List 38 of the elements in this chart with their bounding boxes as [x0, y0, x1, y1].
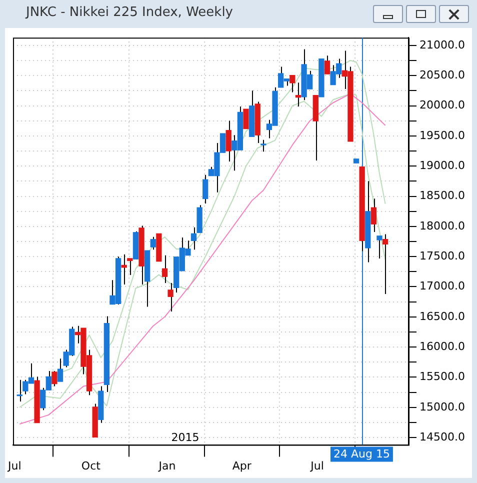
candlestick: [370, 198, 377, 233]
x-tick-label: Apr: [232, 459, 252, 472]
y-tick-label: 19500.0: [420, 128, 466, 142]
y-tick-label: 20500.0: [420, 68, 466, 82]
candlestick: [168, 282, 174, 312]
y-tick-label: 15500.0: [420, 370, 466, 384]
y-tick-label: 16500.0: [420, 310, 466, 323]
candlestick: [52, 370, 58, 387]
x-tick-label: Jan: [158, 459, 176, 472]
candlestick: [243, 108, 249, 130]
ref-line-label: 24 Aug 15: [334, 448, 390, 461]
y-tick-label: 15000.0: [420, 400, 466, 414]
y-tick-label: 19000.0: [420, 158, 466, 172]
candlestick: [382, 234, 388, 295]
y-tick-label: 14500.0: [420, 430, 466, 444]
annotation: 2015: [171, 431, 200, 444]
chart-title: JNKC - Nikkei 225 Index, Weekly: [26, 5, 233, 20]
candlestick: [295, 82, 302, 107]
y-tick-label: 18500.0: [420, 189, 466, 202]
candlestick: [324, 55, 330, 75]
candlestick: [162, 254, 168, 284]
x-tick-label: Jul: [310, 459, 324, 472]
candlestick: [260, 139, 266, 152]
candlestick: [127, 258, 133, 276]
y-tick-label: 21000.0: [420, 38, 466, 52]
y-tick-label: 17000.0: [420, 280, 466, 293]
y-tick-label: 18000.0: [420, 219, 466, 232]
candlestick: [202, 174, 208, 204]
y-tick-label: 16000.0: [420, 340, 466, 353]
candlestick: [226, 120, 232, 162]
x-tick-label: Jul: [7, 459, 22, 472]
x-tick-label: Oct: [81, 459, 102, 472]
candlestick: [376, 235, 382, 259]
y-tick-label: 17500.0: [420, 249, 466, 262]
candlestick: [57, 358, 64, 382]
candlestick: [290, 74, 296, 93]
candlestick: [150, 236, 156, 250]
y-tick-label: 20000.0: [420, 98, 466, 112]
